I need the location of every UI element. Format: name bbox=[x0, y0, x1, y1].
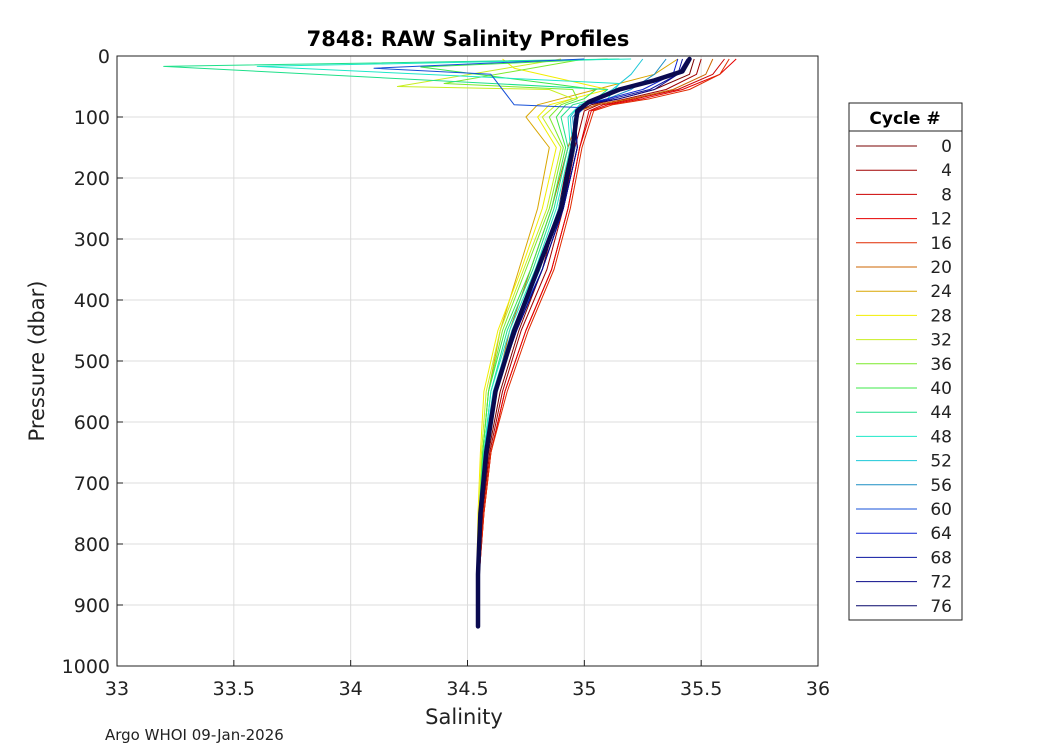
x-ticks: 33 33.5 34 34.5 35 35.5 36 bbox=[105, 660, 830, 700]
legend-label-cycle-0: 0 bbox=[941, 137, 952, 157]
series-line-cycle-52 bbox=[477, 58, 644, 627]
y-tick-label: 500 bbox=[74, 351, 110, 373]
legend-label-cycle-68: 68 bbox=[930, 548, 952, 568]
legend-label-cycle-16: 16 bbox=[930, 234, 952, 254]
legend-label-cycle-24: 24 bbox=[930, 282, 952, 302]
x-tick-label: 33.5 bbox=[213, 678, 255, 700]
legend-label-cycle-56: 56 bbox=[930, 476, 952, 496]
y-tick-label: 300 bbox=[74, 229, 110, 251]
y-tick-label: 0 bbox=[98, 46, 110, 68]
y-tick-label: 100 bbox=[74, 107, 110, 129]
x-tick-label: 34 bbox=[339, 678, 363, 700]
chart-title: 7848: RAW Salinity Profiles bbox=[307, 27, 630, 51]
series-line-cycle-12 bbox=[477, 58, 737, 627]
series-line-cycle-16 bbox=[477, 58, 730, 627]
y-ticks: 0 100 200 300 400 500 600 700 800 900 1000 bbox=[62, 46, 123, 678]
y-axis-label: Pressure (dbar) bbox=[25, 281, 49, 442]
legend-label-cycle-52: 52 bbox=[930, 452, 952, 472]
legend-label-cycle-4: 4 bbox=[941, 161, 952, 181]
mean-profile-line bbox=[475, 56, 692, 629]
series-group bbox=[163, 56, 737, 629]
legend-label-cycle-20: 20 bbox=[930, 258, 952, 278]
legend-box bbox=[848, 102, 963, 621]
legend-label-cycle-48: 48 bbox=[930, 427, 952, 447]
legend-label-cycle-32: 32 bbox=[930, 331, 952, 351]
legend-label-cycle-60: 60 bbox=[930, 500, 952, 520]
x-tick-label: 36 bbox=[806, 678, 830, 700]
x-tick-label: 35 bbox=[572, 678, 596, 700]
y-tick-label: 200 bbox=[74, 168, 110, 190]
legend-label-cycle-36: 36 bbox=[930, 355, 952, 375]
legend-label-cycle-72: 72 bbox=[930, 573, 952, 593]
legend-label-cycle-12: 12 bbox=[930, 210, 952, 230]
x-tick-label: 35.5 bbox=[680, 678, 722, 700]
series-line-cycle-44 bbox=[163, 58, 620, 627]
legend-label-cycle-44: 44 bbox=[930, 403, 952, 423]
grid bbox=[116, 55, 819, 667]
y-tick-label: 400 bbox=[74, 290, 110, 312]
series-line-cycle-40 bbox=[420, 58, 608, 627]
legend: Cycle # 04812162024283236404448525660646… bbox=[848, 102, 963, 621]
y-tick-label: 900 bbox=[74, 595, 110, 617]
y-tick-label: 1000 bbox=[62, 656, 110, 678]
y-tick-label: 600 bbox=[74, 412, 110, 434]
legend-label-cycle-8: 8 bbox=[941, 185, 952, 205]
series-line-cycle-28 bbox=[476, 58, 609, 627]
series-line-cycle-20 bbox=[477, 58, 714, 627]
legend-label-cycle-76: 76 bbox=[930, 597, 952, 617]
y-tick-label: 800 bbox=[74, 534, 110, 556]
x-axis-label: Salinity bbox=[425, 705, 503, 729]
legend-label-cycle-64: 64 bbox=[930, 524, 952, 544]
x-tick-label: 34.5 bbox=[446, 678, 488, 700]
legend-label-cycle-28: 28 bbox=[930, 306, 952, 326]
series-line-cycle-36 bbox=[443, 58, 585, 627]
x-tick-label: 33 bbox=[105, 678, 129, 700]
legend-label-cycle-40: 40 bbox=[930, 379, 952, 399]
footer-credit: Argo WHOI 09-Jan-2026 bbox=[105, 726, 284, 744]
legend-title: Cycle # bbox=[869, 109, 940, 129]
y-tick-label: 700 bbox=[74, 473, 110, 495]
